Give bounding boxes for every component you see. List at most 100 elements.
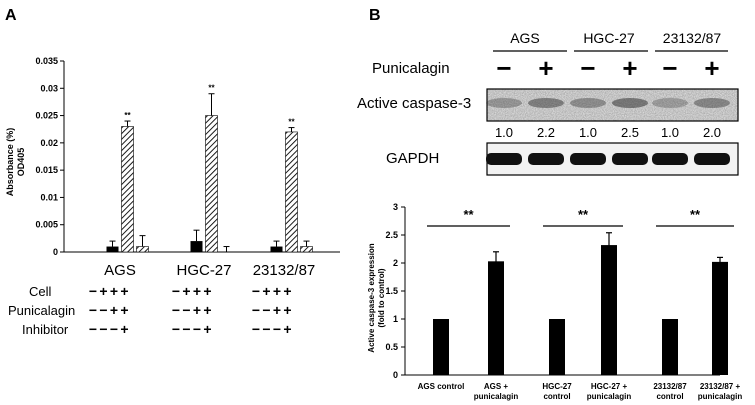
wb-band1-band xyxy=(570,98,606,108)
wb-lane-sign: − xyxy=(662,53,677,83)
panel-b-tick-label: 3 xyxy=(393,202,398,212)
wb-band1-texture xyxy=(487,89,738,121)
row-label-punicalagin: Punicalagin xyxy=(8,303,75,318)
panel-a-significance: ** xyxy=(124,111,131,120)
panel-a-label: A xyxy=(5,7,17,24)
panel-b-tick-label: 0.5 xyxy=(385,342,398,352)
wb-cell-line-label: AGS xyxy=(510,30,540,46)
panel-a-sign: + xyxy=(203,321,211,337)
wb-cell-line-label: 23132/87 xyxy=(663,30,722,46)
panel-a-tick-label: 0 xyxy=(53,247,58,257)
wb-band1-value: 2.5 xyxy=(621,125,639,140)
panel-b-ylabel-line1: Active caspase-3 expression xyxy=(367,243,376,353)
panel-b-sig-label: ** xyxy=(578,207,589,222)
wb-band1-value: 2.2 xyxy=(537,125,555,140)
panel-a-ylabel-line2: OD405 xyxy=(16,148,26,177)
wb-cell-line-headers: AGS HGC-27 23132/87 xyxy=(493,30,728,52)
wb-band1-band xyxy=(612,98,648,108)
panel-a-sign: + xyxy=(193,302,201,318)
panel-a-sign: + xyxy=(283,321,291,337)
panel-a-sign: − xyxy=(252,302,260,318)
panel-a-sign: − xyxy=(89,321,97,337)
panel-b-x-label: 23132/87 xyxy=(653,382,687,391)
panel-a-bar xyxy=(300,246,313,253)
panel-a-sign: + xyxy=(283,283,291,299)
panel-a-bar xyxy=(106,246,119,252)
panel-a-bars: ** ** ** xyxy=(106,84,313,253)
panel-a-chart: Absorbance (%) OD405 0 0.005 0.01 0.015 0.02… xyxy=(5,56,340,279)
panel-a-bar xyxy=(136,246,149,253)
panel-a-sign: + xyxy=(193,283,201,299)
wb-band1-band xyxy=(486,98,522,108)
panel-a-significance: ** xyxy=(208,84,215,93)
panel-b-ylabel-line2: (fold to control) xyxy=(377,268,386,327)
panel-a-significance: ** xyxy=(288,118,295,127)
panel-a-signs: − + + +− − + +− − − +− + + +− − + +− − − +− + + +− − + +− − − + xyxy=(89,283,292,337)
panel-a-sign: − xyxy=(172,302,180,318)
panel-a-sign: + xyxy=(273,302,281,318)
panel-b-sig-label: ** xyxy=(690,207,701,222)
panel-b-bar xyxy=(433,319,449,375)
wb-band1-value: 1.0 xyxy=(579,125,597,140)
panel-a-sign: + xyxy=(99,283,107,299)
panel-a-sign: + xyxy=(120,302,128,318)
panel-a-category-label: 23132/87 xyxy=(253,262,316,279)
panel-a-sign: − xyxy=(193,321,201,337)
panel-b-sig-label: ** xyxy=(463,207,474,222)
panel-a-sign: + xyxy=(120,321,128,337)
wb-lane-sign: − xyxy=(496,53,511,83)
panel-b-x-label: HGC-27 + xyxy=(591,382,628,391)
panel-b-bar xyxy=(549,319,565,375)
panel-a-sign: + xyxy=(182,283,190,299)
wb-band2-label: GAPDH xyxy=(386,150,439,167)
row-label-inhibitor: Inhibitor xyxy=(22,322,69,337)
panel-b-tick-label: 2 xyxy=(393,258,398,268)
panel-b-tick-label: 1.5 xyxy=(385,286,398,296)
panel-b-x-label: HGC-27 xyxy=(542,382,572,391)
panel-a-category-label: AGS xyxy=(104,262,136,279)
wb-band1-value: 1.0 xyxy=(495,125,513,140)
wb-band1-label: Active caspase-3 xyxy=(357,95,471,112)
wb-lane-signs: − + − + − + xyxy=(496,53,719,83)
row-label-cell: Cell xyxy=(29,284,52,299)
panel-a-sign: + xyxy=(203,283,211,299)
panel-b-label: B xyxy=(369,7,381,24)
panel-a-sign: − xyxy=(182,302,190,318)
wb-band1-band xyxy=(528,98,564,108)
panel-b-tick-label: 1 xyxy=(393,314,398,324)
wb-cell-line-label: HGC-27 xyxy=(583,30,635,46)
panel-b-tick-label: 2.5 xyxy=(385,230,398,240)
panel-a-bar xyxy=(285,131,298,253)
panel-a-sign: − xyxy=(273,321,281,337)
wb-band2-lanes xyxy=(486,153,730,165)
panel-a-sign: − xyxy=(99,321,107,337)
panel-a-sign: − xyxy=(252,283,260,299)
panel-a-tick-label: 0.025 xyxy=(35,111,58,121)
panel-a-categories: AGS HGC-27 23132/87 xyxy=(104,262,315,279)
wb-band2-band xyxy=(570,153,606,165)
panel-a-sign: − xyxy=(262,302,270,318)
panel-b-y-ticks: 0 0.5 1 1.5 2 2.5 3 xyxy=(385,202,405,380)
wb-lane-sign: − xyxy=(580,53,595,83)
wb-band2-band xyxy=(652,153,688,165)
panel-a-bar xyxy=(190,241,203,252)
panel-b-tick-label: 0 xyxy=(393,370,398,380)
panel-b-x-label: punicalagin xyxy=(474,392,519,401)
panel-b-x-label: 23132/87 + xyxy=(700,382,741,391)
panel-a-sign: + xyxy=(262,283,270,299)
panel-a-sign: − xyxy=(262,321,270,337)
panel-a-tick-label: 0.01 xyxy=(40,192,58,202)
panel-a-sign: + xyxy=(283,302,291,318)
panel-a-y-ticks: 0 0.005 0.01 0.015 0.02 0.025 0.03 0.035 xyxy=(35,56,64,257)
panel-a-bar xyxy=(270,246,283,252)
panel-a-sign: + xyxy=(273,283,281,299)
panel-b-bar xyxy=(662,319,678,375)
panel-a-sign: − xyxy=(89,302,97,318)
wb-band2-band xyxy=(486,153,522,165)
panel-b-x-label: control xyxy=(656,392,683,401)
wb-treatment-label: Punicalagin xyxy=(372,60,450,77)
panel-b-chart: Active caspase-3 expression (fold to con… xyxy=(367,202,742,401)
panel-b-x-labels: AGS control AGS +punicalaginHGC-27control… xyxy=(418,382,743,401)
panel-a-bar xyxy=(121,126,134,253)
panel-a-sign-table: Cell Punicalagin Inhibitor − + + +− − + +− − − +−… xyxy=(8,283,292,337)
